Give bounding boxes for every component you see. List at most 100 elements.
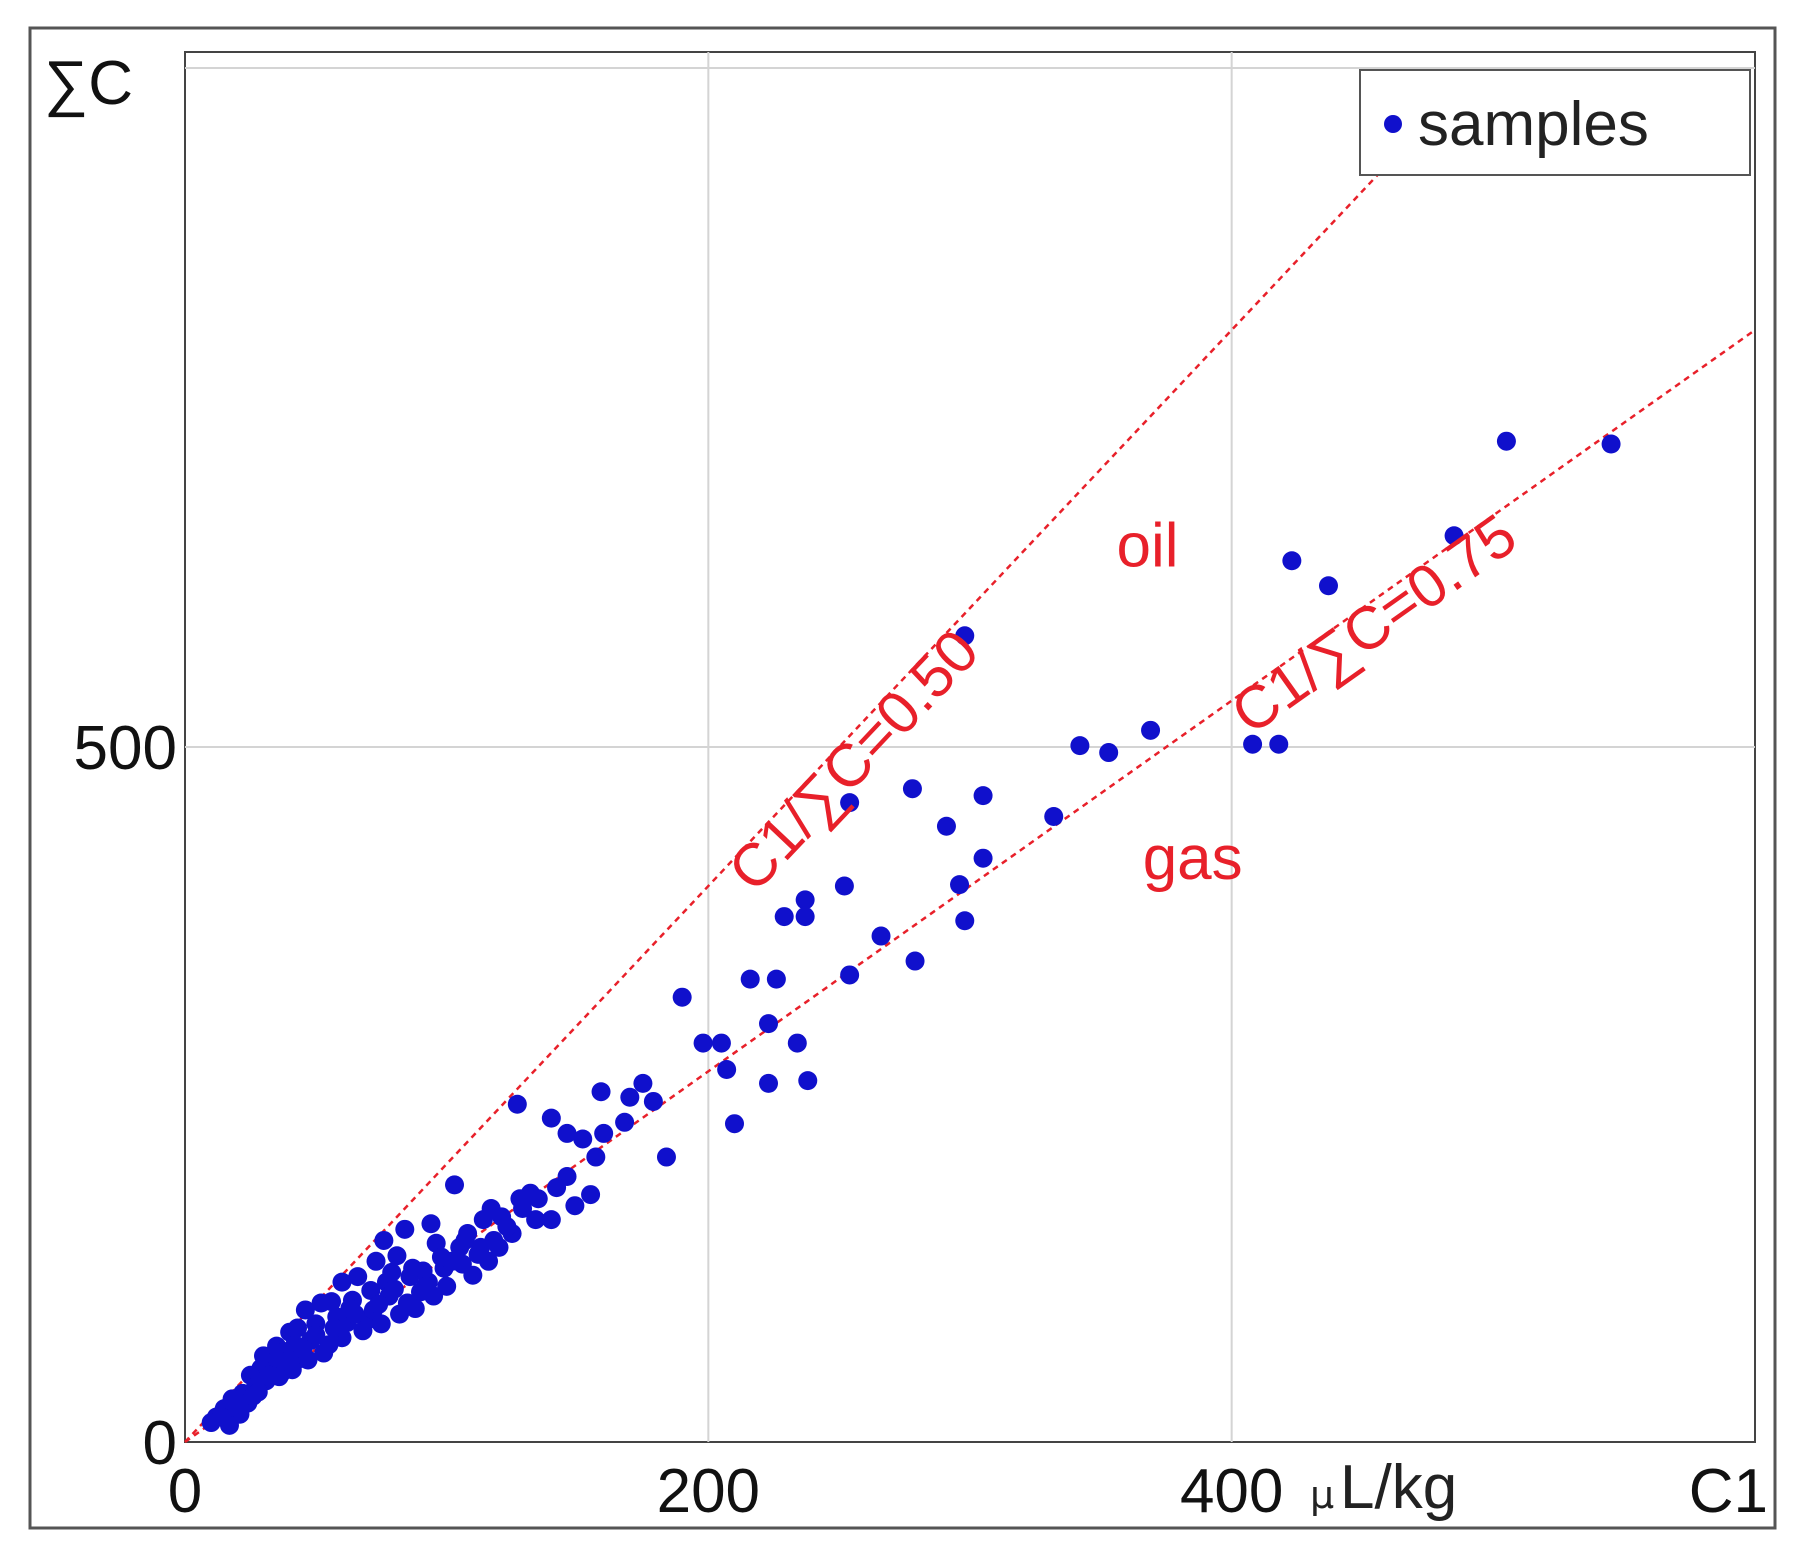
data-point — [1282, 551, 1302, 571]
data-point — [437, 1276, 457, 1296]
data-point — [759, 1073, 779, 1093]
unit-mu-symbol: µ — [1310, 1473, 1334, 1517]
data-point — [672, 987, 692, 1007]
data-point — [369, 1294, 389, 1314]
data-point — [725, 1114, 744, 1134]
data-point — [740, 969, 760, 989]
data-point — [479, 1251, 499, 1271]
data-point — [950, 875, 970, 895]
data-point — [332, 1272, 352, 1292]
data-point — [212, 1407, 232, 1427]
data-point — [955, 911, 975, 931]
data-point — [656, 1147, 676, 1167]
unit-label: L/kg — [1340, 1453, 1457, 1522]
data-point — [1099, 743, 1119, 763]
x-tick-label: 400 — [1180, 1457, 1283, 1526]
data-point — [795, 907, 815, 927]
data-point — [528, 1189, 548, 1209]
data-point — [795, 890, 815, 910]
legend: samples — [1359, 69, 1751, 176]
data-point — [366, 1251, 386, 1271]
data-point — [573, 1129, 593, 1149]
data-point — [403, 1258, 423, 1278]
x-axis-title: C1 — [1689, 1457, 1768, 1526]
data-point — [227, 1396, 247, 1416]
data-point — [774, 907, 794, 927]
data-point — [905, 951, 925, 971]
legend-label-samples: samples — [1418, 90, 1649, 159]
data-point — [1044, 807, 1064, 826]
data-point — [834, 876, 854, 896]
data-point — [615, 1112, 635, 1132]
data-point — [526, 1210, 546, 1230]
legend-box — [1359, 69, 1751, 176]
data-point — [277, 1351, 297, 1371]
data-point — [581, 1185, 601, 1205]
data-point — [1318, 576, 1338, 596]
data-point — [565, 1196, 585, 1216]
data-point — [324, 1318, 344, 1338]
data-point — [314, 1343, 334, 1363]
data-point — [243, 1386, 263, 1406]
data-point — [442, 1251, 462, 1271]
data-point — [374, 1230, 394, 1250]
data-point — [840, 793, 860, 813]
gridlines — [185, 52, 1755, 1442]
data-point — [397, 1293, 417, 1313]
data-point — [1444, 526, 1464, 546]
data-point — [1243, 734, 1263, 754]
data-point — [1269, 734, 1289, 754]
data-point — [421, 1214, 441, 1234]
data-point — [463, 1265, 483, 1285]
data-point — [936, 816, 956, 836]
data-point — [445, 1175, 465, 1195]
data-point — [798, 1071, 818, 1091]
data-point — [353, 1321, 373, 1341]
data-point — [643, 1091, 663, 1111]
data-point — [759, 1014, 779, 1034]
data-point — [1070, 736, 1090, 756]
data-point — [507, 1094, 527, 1114]
x-tick-label: 0 — [168, 1457, 202, 1526]
data-points — [201, 431, 1621, 1435]
data-point — [384, 1279, 404, 1299]
data-point — [902, 779, 922, 799]
data-point — [1141, 720, 1161, 740]
data-point — [340, 1299, 360, 1319]
data-point — [293, 1339, 313, 1359]
data-point — [497, 1217, 517, 1237]
data-point — [1601, 434, 1621, 454]
data-point — [510, 1189, 530, 1209]
x-tick-label: 200 — [657, 1457, 760, 1526]
data-point — [311, 1293, 331, 1313]
data-point — [594, 1123, 614, 1143]
data-point — [711, 1033, 731, 1053]
data-point — [973, 786, 993, 806]
data-point — [455, 1230, 475, 1250]
data-point — [395, 1219, 415, 1239]
data-point — [361, 1280, 381, 1300]
tick-labels: 0 200 400 0 500 — [74, 714, 1284, 1526]
legend-marker — [1384, 115, 1402, 133]
data-point — [416, 1276, 436, 1296]
data-point — [306, 1325, 326, 1345]
y-tick-label: 0 — [143, 1409, 177, 1478]
data-point — [387, 1246, 407, 1266]
data-point — [371, 1314, 391, 1334]
data-point — [348, 1267, 368, 1287]
data-point — [871, 926, 891, 946]
data-point — [717, 1059, 737, 1079]
data-point — [471, 1237, 491, 1257]
data-point — [591, 1082, 611, 1102]
data-point — [973, 848, 993, 868]
data-point — [693, 1033, 713, 1053]
data-point — [1496, 431, 1516, 451]
data-point — [382, 1262, 402, 1282]
data-point — [541, 1108, 561, 1128]
data-point — [620, 1087, 640, 1107]
data-point — [586, 1147, 606, 1167]
data-point — [633, 1073, 653, 1093]
data-point — [259, 1365, 279, 1385]
data-point — [787, 1033, 807, 1053]
